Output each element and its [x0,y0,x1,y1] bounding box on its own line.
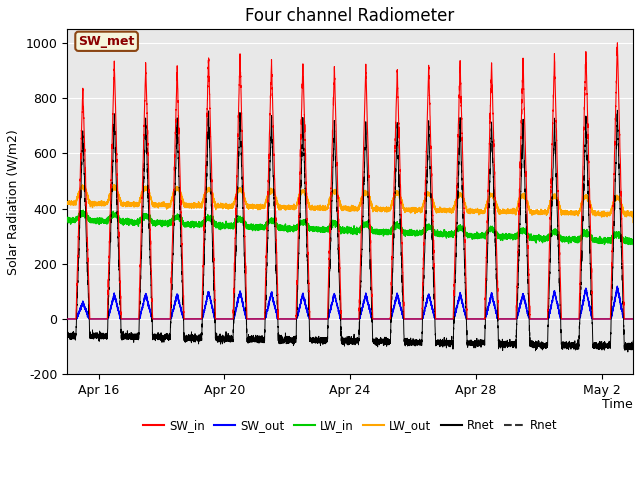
SW_in [92,316,99,322]
Rnet [92,332,99,338]
SW_in [398,241,406,247]
SW_out [513,315,521,321]
LW_in [629,241,637,247]
SW_out [613,283,621,289]
SW_in [423,140,431,145]
LW_in [268,221,276,227]
LW_in [483,229,491,235]
LW_out [513,208,521,214]
LW_out [398,197,406,203]
Text: Time: Time [602,398,633,411]
Legend: SW_in, SW_out, LW_in, LW_out, Rnet, Rnet: SW_in, SW_out, LW_in, LW_out, Rnet, Rnet [138,415,562,437]
Line: SW_in: SW_in [67,43,633,319]
Rnet [624,349,632,355]
Rnet [614,108,621,113]
LW_in [398,228,406,234]
Rnet [63,333,71,339]
SW_out [483,309,490,314]
LW_out [92,202,99,208]
SW_in [629,316,637,322]
LW_in [63,216,71,222]
Y-axis label: Solar Radiation (W/m2): Solar Radiation (W/m2) [7,129,20,275]
LW_in [92,218,99,224]
Line: SW_out: SW_out [67,286,633,319]
SW_out [398,310,406,316]
Rnet [398,276,406,282]
SW_in [614,40,621,46]
LW_out [629,219,637,225]
LW_out [423,193,431,199]
LW_in [423,226,431,231]
Rnet [483,278,490,284]
Rnet [268,131,276,136]
Line: LW_in: LW_in [67,210,633,244]
SW_in [268,76,276,82]
LW_in [600,241,608,247]
LW_out [483,201,491,206]
SW_in [63,316,71,322]
Rnet [513,313,521,319]
LW_out [63,200,71,205]
Rnet [423,186,431,192]
SW_out [63,316,71,322]
SW_out [629,316,637,322]
SW_in [483,241,490,247]
Line: Rnet: Rnet [67,110,633,352]
Line: LW_out: LW_out [67,184,633,222]
LW_out [110,181,118,187]
SW_in [513,286,521,291]
Title: Four channel Radiometer: Four channel Radiometer [246,7,454,25]
SW_out [92,316,99,322]
SW_out [423,300,431,306]
Rnet [629,338,637,344]
Text: SW_met: SW_met [79,35,135,48]
LW_in [513,233,521,239]
LW_in [79,207,87,213]
LW_out [268,188,276,193]
SW_out [268,291,276,297]
